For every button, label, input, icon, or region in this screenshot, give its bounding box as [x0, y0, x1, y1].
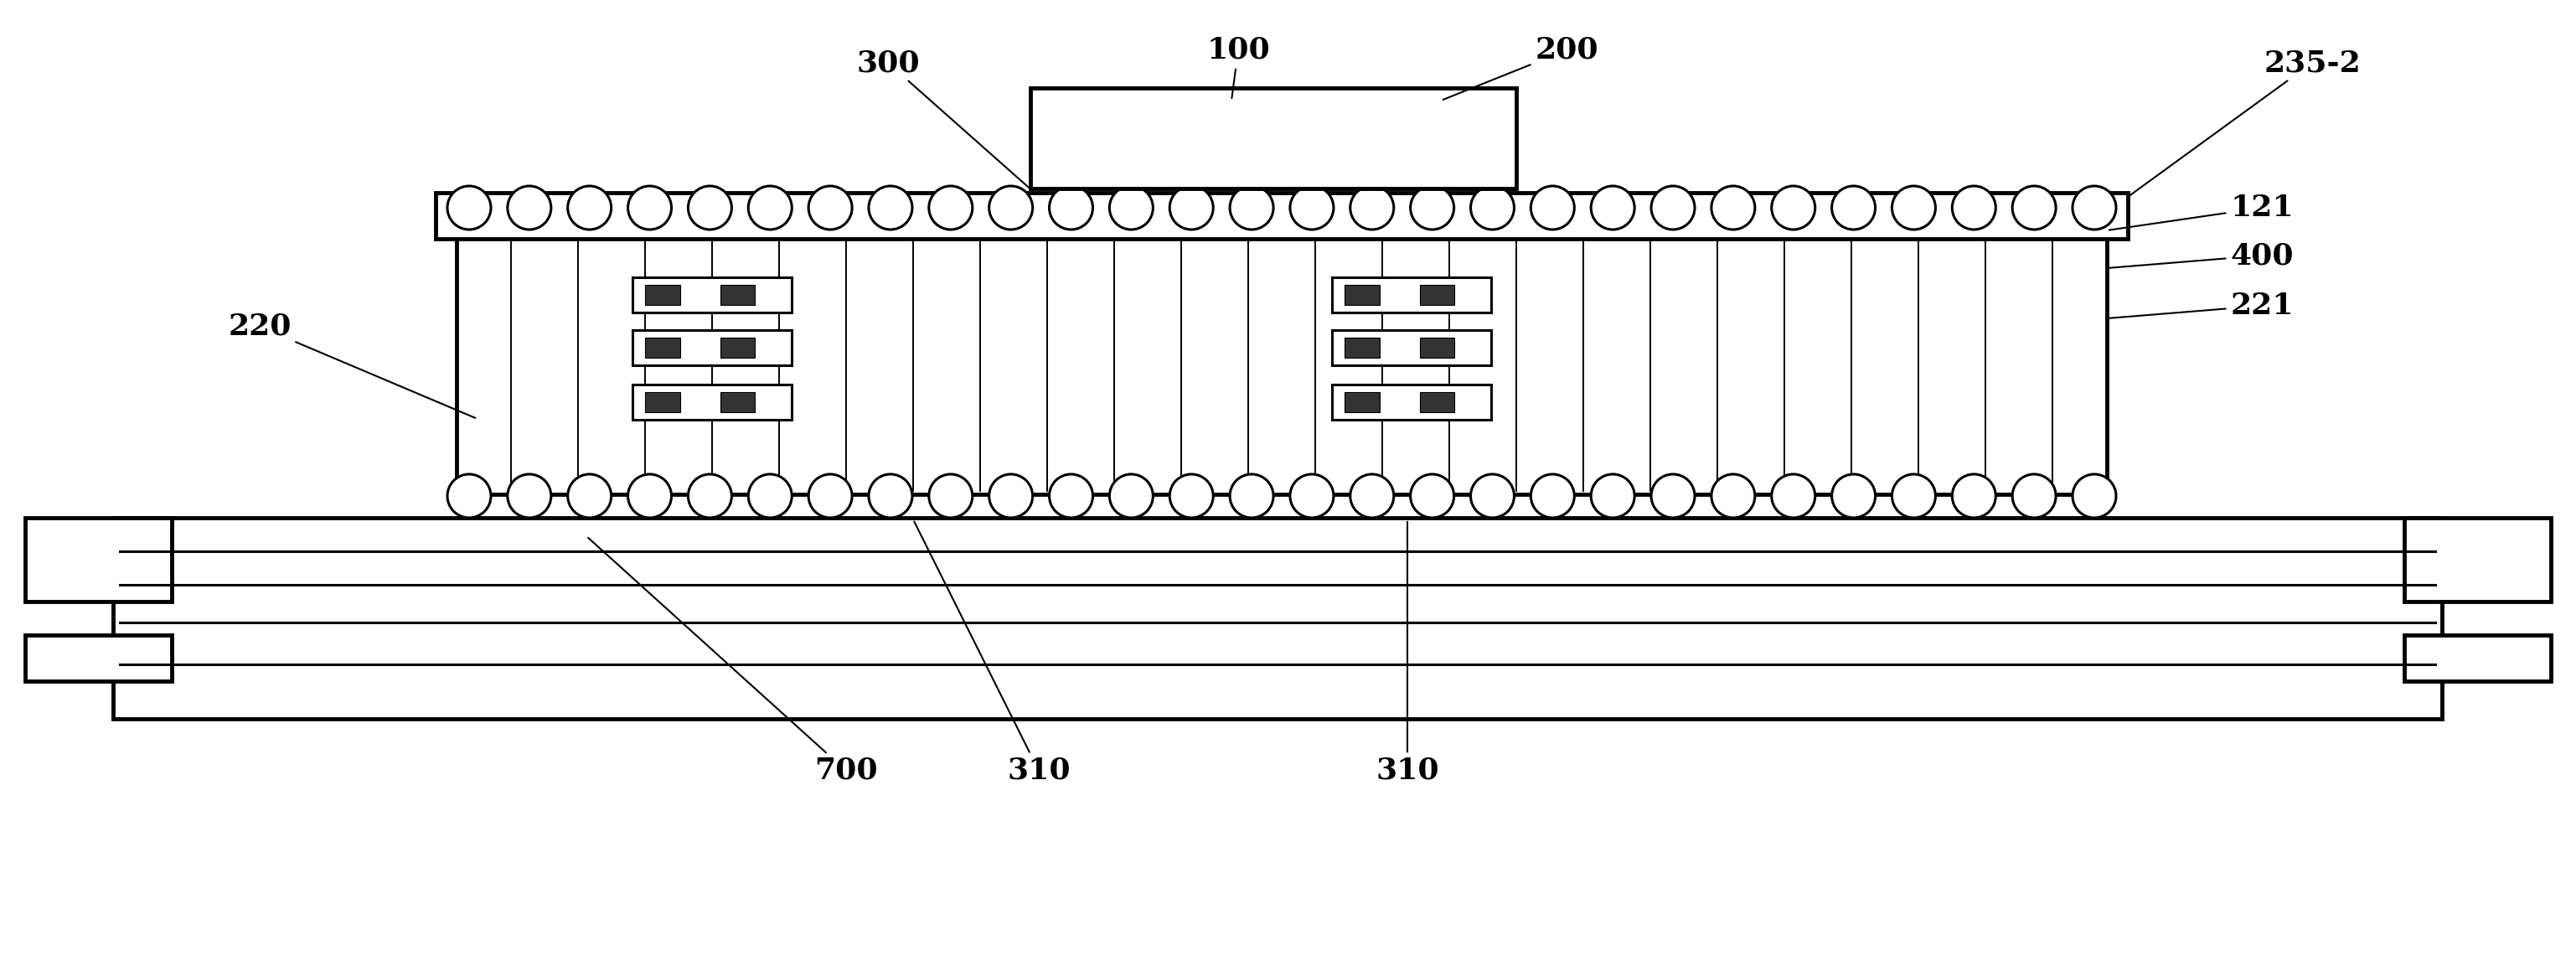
Bar [1419, 392, 1455, 412]
Circle shape [1710, 474, 1754, 518]
Circle shape [1291, 474, 1334, 518]
Bar [1345, 338, 1381, 357]
Bar [1332, 278, 1492, 313]
Bar [721, 338, 755, 357]
Circle shape [1592, 186, 1636, 229]
Circle shape [1772, 474, 1816, 518]
Bar [435, 192, 2128, 239]
Circle shape [1229, 186, 1273, 229]
Circle shape [688, 474, 732, 518]
Bar [113, 518, 2442, 719]
Text: 300: 300 [855, 49, 1033, 191]
Bar [634, 385, 791, 419]
Circle shape [2012, 186, 2056, 229]
Text: 121: 121 [2110, 193, 2293, 230]
Text: 200: 200 [1443, 36, 1597, 100]
Circle shape [1350, 474, 1394, 518]
Bar [634, 330, 791, 365]
Bar [1030, 88, 1517, 188]
Circle shape [629, 186, 672, 229]
Circle shape [747, 186, 791, 229]
Circle shape [2074, 186, 2115, 229]
Text: 221: 221 [2110, 291, 2293, 320]
Bar [2403, 635, 2550, 681]
Circle shape [989, 474, 1033, 518]
Circle shape [1412, 186, 1453, 229]
Bar [634, 278, 791, 313]
Circle shape [1530, 186, 1574, 229]
Circle shape [747, 474, 791, 518]
Text: 700: 700 [587, 538, 878, 785]
Circle shape [1891, 186, 1935, 229]
Bar [456, 235, 2107, 494]
Circle shape [1891, 474, 1935, 518]
Bar [1332, 330, 1492, 365]
Circle shape [1832, 186, 1875, 229]
Bar [1419, 338, 1455, 357]
Bar [721, 285, 755, 305]
Circle shape [1471, 474, 1515, 518]
Circle shape [1048, 474, 1092, 518]
Circle shape [1530, 474, 1574, 518]
Circle shape [868, 186, 912, 229]
Circle shape [1651, 474, 1695, 518]
Text: 235-2: 235-2 [2130, 49, 2360, 195]
Circle shape [2074, 474, 2115, 518]
Circle shape [1350, 186, 1394, 229]
Circle shape [1110, 474, 1154, 518]
Circle shape [1170, 186, 1213, 229]
Text: 220: 220 [229, 313, 477, 418]
Circle shape [1170, 474, 1213, 518]
Text: 310: 310 [1376, 521, 1440, 785]
Circle shape [629, 474, 672, 518]
Circle shape [1710, 186, 1754, 229]
Bar [644, 338, 680, 357]
Bar [26, 518, 173, 601]
Text: 400: 400 [2110, 241, 2293, 270]
Circle shape [1953, 186, 1996, 229]
Circle shape [1412, 474, 1453, 518]
Bar [1419, 285, 1455, 305]
Circle shape [448, 474, 492, 518]
Circle shape [809, 474, 853, 518]
Circle shape [567, 186, 611, 229]
Circle shape [930, 186, 974, 229]
Bar [1345, 285, 1381, 305]
Circle shape [1772, 186, 1816, 229]
Circle shape [2012, 474, 2056, 518]
Circle shape [688, 186, 732, 229]
Circle shape [1048, 186, 1092, 229]
Circle shape [930, 474, 974, 518]
Circle shape [1592, 474, 1636, 518]
Circle shape [507, 474, 551, 518]
Circle shape [1832, 474, 1875, 518]
Circle shape [567, 474, 611, 518]
Bar [644, 392, 680, 412]
Bar [721, 392, 755, 412]
Circle shape [1229, 474, 1273, 518]
Text: 310: 310 [914, 521, 1072, 785]
Circle shape [809, 186, 853, 229]
Bar [26, 635, 173, 681]
Circle shape [507, 186, 551, 229]
Bar [2403, 518, 2550, 601]
Circle shape [1291, 186, 1334, 229]
Circle shape [868, 474, 912, 518]
Circle shape [1953, 474, 1996, 518]
Bar [644, 285, 680, 305]
Text: 100: 100 [1206, 36, 1270, 98]
Bar [1345, 392, 1381, 412]
Circle shape [989, 186, 1033, 229]
Circle shape [1110, 186, 1154, 229]
Circle shape [1651, 186, 1695, 229]
Bar [1332, 385, 1492, 419]
Circle shape [1471, 186, 1515, 229]
Circle shape [448, 186, 492, 229]
